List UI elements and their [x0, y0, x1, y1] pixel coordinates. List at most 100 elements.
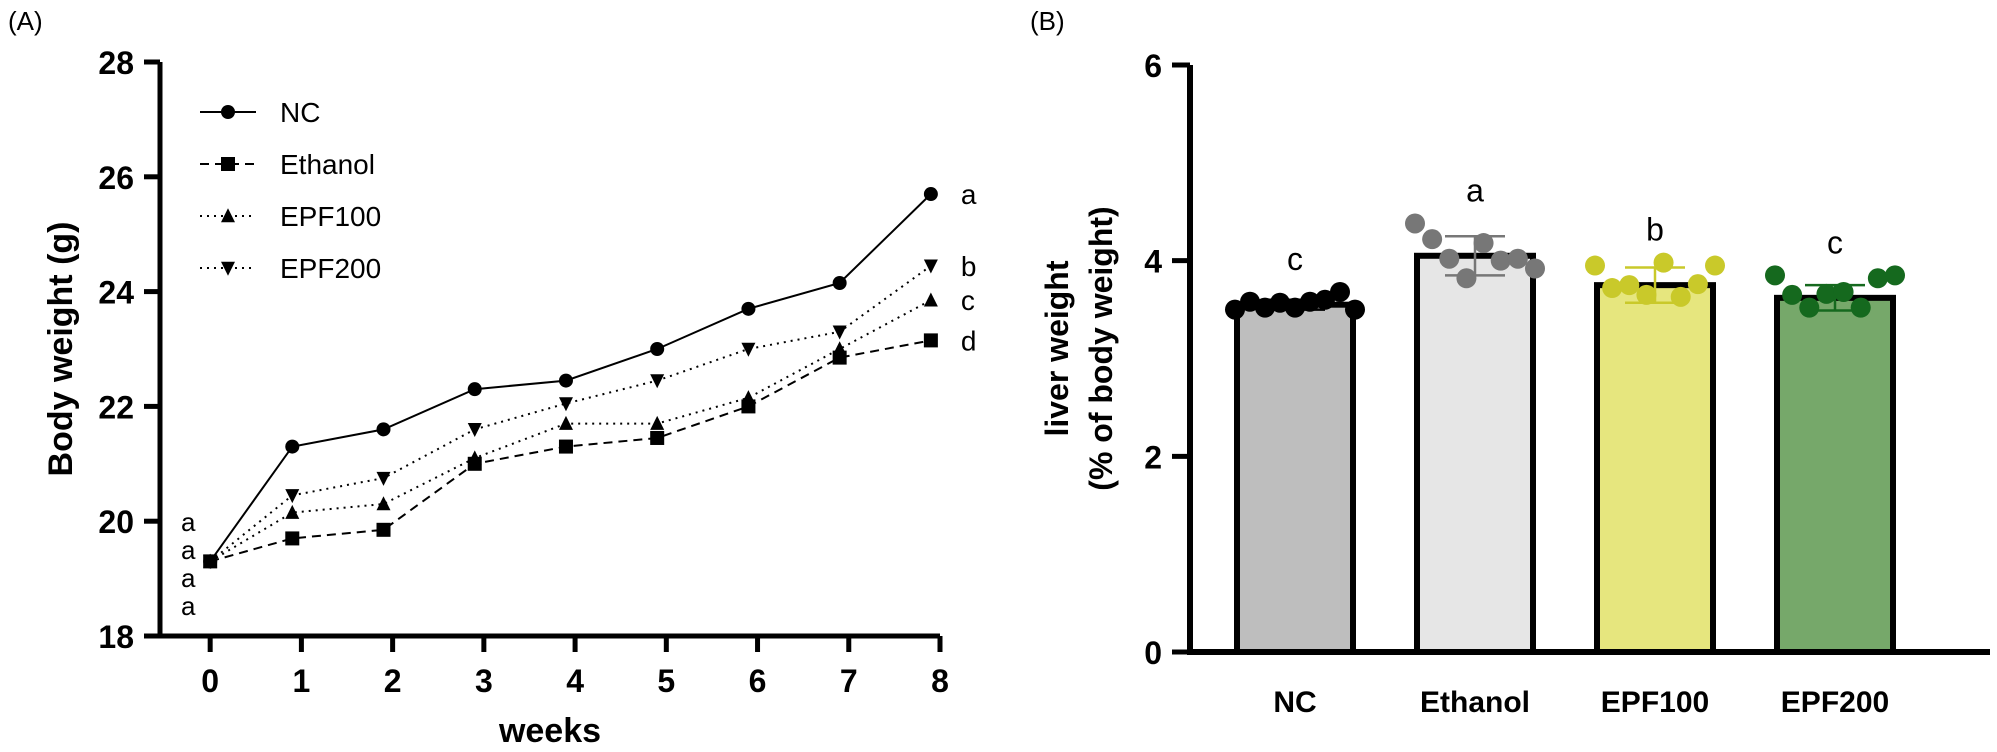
significance-letter: b — [1646, 212, 1664, 248]
bar — [1414, 252, 1536, 655]
data-point — [1405, 213, 1425, 234]
data-point — [1816, 283, 1837, 304]
data-point — [376, 496, 391, 511]
category-label: EPF200 — [1781, 686, 1889, 719]
y-tick-label: 6 — [1144, 48, 1162, 84]
panel-b-label: (B) — [1030, 6, 1065, 36]
significance-letter: c — [1287, 241, 1303, 277]
start-significance-letter: a — [181, 535, 196, 565]
data-point — [558, 439, 573, 454]
data-point — [741, 390, 756, 405]
x-tick-label: 0 — [201, 663, 219, 699]
series-line — [209, 264, 932, 563]
data-point — [1525, 258, 1545, 279]
data-point — [1456, 268, 1477, 289]
data-point — [923, 259, 938, 274]
legend-label: NC — [280, 97, 320, 128]
y-axis-title-line: (% of body weight) — [1083, 206, 1119, 490]
data-point — [1885, 265, 1905, 286]
data-point — [1345, 299, 1365, 320]
series-epf200: b EPF200 — [200, 251, 977, 570]
data-point — [1602, 278, 1623, 299]
x-tick-label: 7 — [840, 663, 858, 699]
x-tick-label: 1 — [293, 663, 311, 699]
category-label: Ethanol — [1420, 686, 1530, 719]
data-point — [1490, 250, 1511, 271]
legend-label: EPF200 — [280, 253, 381, 284]
data-point — [1653, 252, 1674, 273]
data-point — [285, 531, 300, 546]
legend-label: Ethanol — [280, 149, 375, 180]
y-tick-label: 20 — [98, 504, 134, 540]
bar — [1234, 301, 1356, 655]
y-tick-label: 0 — [1144, 635, 1162, 671]
data-point — [1300, 291, 1320, 312]
data-point — [467, 382, 482, 397]
legend-marker — [221, 208, 235, 223]
legend-label: EPF100 — [280, 201, 381, 232]
data-point — [741, 342, 756, 357]
series-line — [209, 299, 932, 563]
data-point — [467, 423, 482, 438]
bar-group-ethanol: a Ethanol — [1405, 172, 1545, 719]
data-point — [1705, 255, 1725, 276]
data-point — [558, 415, 573, 430]
significance-letter: c — [1827, 224, 1843, 260]
data-point — [1619, 275, 1640, 296]
data-point — [1670, 286, 1691, 307]
start-significance-letter: a — [181, 507, 196, 537]
x-tick-label: 5 — [657, 663, 675, 699]
bar-group-nc: c NC — [1225, 241, 1365, 719]
data-point — [832, 325, 847, 340]
data-point — [832, 275, 847, 290]
data-point — [558, 397, 573, 412]
series-ethanol: d Ethanol — [200, 149, 977, 569]
data-point — [1850, 297, 1871, 318]
data-point — [1799, 297, 1820, 318]
data-point — [1687, 274, 1708, 295]
x-axis-title: weeks — [498, 712, 601, 750]
data-point — [923, 292, 938, 307]
x-tick-label: 2 — [384, 663, 402, 699]
liver-weight-bar-chart: 0 2 4 6 liver weight (% of body weight) c NC a Et… — [1039, 48, 1990, 719]
y-tick-label: 4 — [1144, 244, 1162, 280]
significance-letter: c — [961, 285, 975, 316]
legend-marker — [221, 105, 235, 119]
data-point — [1833, 281, 1854, 302]
data-point — [285, 504, 300, 519]
data-point — [1270, 292, 1290, 313]
significance-letter: d — [961, 325, 977, 356]
y-tick-label: 18 — [98, 619, 134, 655]
significance-letter: b — [961, 251, 977, 282]
y-tick-label: 28 — [98, 45, 134, 81]
data-point — [650, 415, 665, 430]
y-tick-label: 26 — [98, 160, 134, 196]
data-point — [1507, 248, 1528, 269]
legend-marker — [221, 261, 235, 276]
x-tick-label: 4 — [566, 663, 584, 699]
data-point — [650, 342, 665, 356]
bar — [1594, 282, 1716, 655]
data-point — [1240, 291, 1260, 312]
panel-a-label: (A) — [8, 6, 43, 36]
y-tick-label: 2 — [1144, 439, 1162, 475]
data-point — [1225, 299, 1245, 320]
data-point — [650, 430, 665, 445]
x-tick-label: 8 — [931, 663, 949, 699]
data-point — [1439, 248, 1460, 269]
data-point — [923, 333, 938, 348]
data-point — [376, 422, 391, 437]
x-tick-label: 3 — [475, 663, 493, 699]
data-point — [1585, 255, 1605, 276]
data-point — [558, 373, 573, 388]
body-weight-line-chart: 18 20 22 24 26 28 0 1 2 3 4 5 6 7 8 weeks Body weight (g… — [42, 45, 977, 750]
significance-letter: a — [961, 179, 977, 210]
data-point — [832, 341, 847, 356]
data-point — [923, 187, 938, 202]
data-point — [1255, 297, 1275, 318]
y-axis-title: Body weight (g) — [42, 222, 80, 477]
category-label: EPF100 — [1601, 686, 1709, 719]
data-point — [203, 555, 218, 570]
data-point — [1782, 284, 1803, 305]
